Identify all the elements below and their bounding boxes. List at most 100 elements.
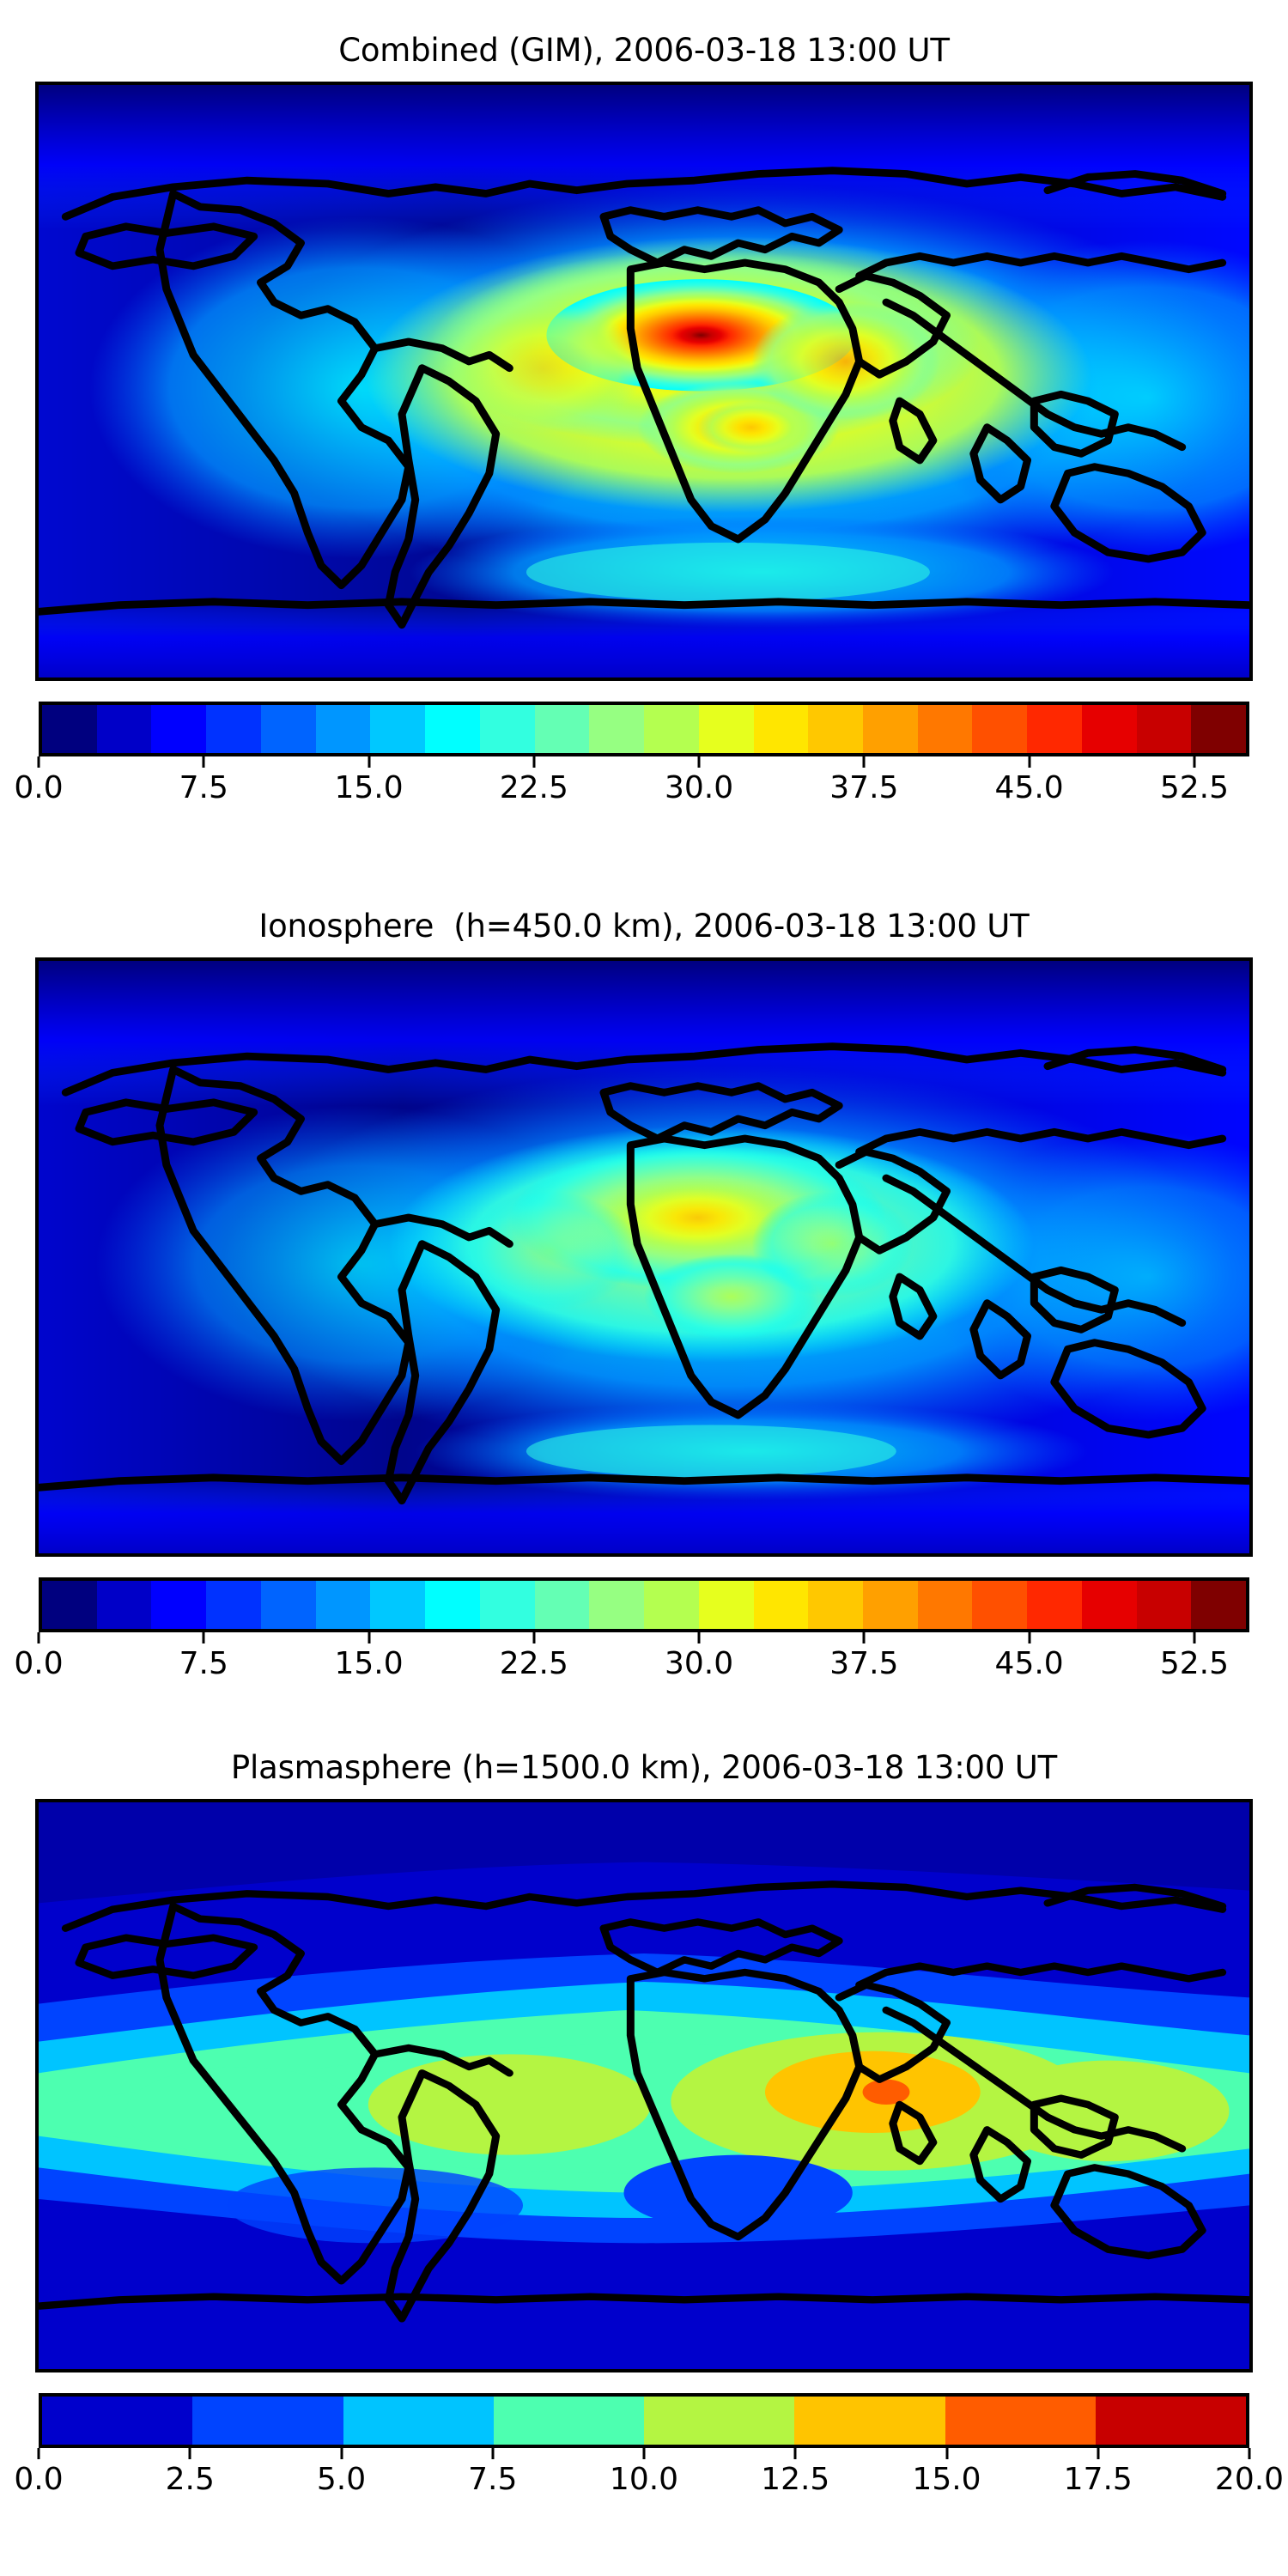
colorbar-segment	[260, 705, 316, 753]
coastlines-ionosphere	[39, 1042, 1249, 1505]
colorbar-segment	[534, 705, 590, 753]
colorbar-segment	[1136, 705, 1192, 753]
colorbar-segment	[42, 1581, 97, 1629]
colorbar-segment	[425, 705, 480, 753]
colorbar-segment	[1191, 1581, 1247, 1629]
colorbar-tick	[862, 1632, 866, 1643]
colorbar-segment	[808, 1581, 864, 1629]
colorbar-ticks-ionosphere	[37, 1632, 1249, 1644]
colorbar-segment	[315, 705, 371, 753]
colorbar-strip-plasmasphere[interactable]	[39, 2393, 1249, 2448]
colorbar-tick-label: 2.5	[165, 2462, 215, 2497]
colorbar-segment	[794, 2397, 945, 2445]
colorbar-tick-label: 7.5	[468, 2462, 518, 2497]
colorbar-tick	[1028, 1632, 1031, 1643]
colorbar-segment	[42, 2397, 193, 2445]
colorbar-tick	[1097, 2448, 1100, 2459]
colorbar-tick-label: 52.5	[1159, 1646, 1229, 1681]
colorbar-tick-label: 0.0	[14, 2462, 64, 2497]
colorbar-segment	[1191, 705, 1247, 753]
colorbar-ionosphere: 0.0 7.5 15.0 22.5 30.0 37.5 45.0 52.5	[14, 1577, 1249, 1686]
colorbar-segment	[972, 705, 1028, 753]
colorbar-segment	[192, 2397, 343, 2445]
colorbar-segment	[972, 1581, 1028, 1629]
colorbar-strip-combined[interactable]	[39, 702, 1249, 756]
colorbar-segment	[863, 705, 918, 753]
colorbar-segment	[589, 1581, 645, 1629]
panel-combined-gim: Combined (GIM), 2006-03-18 13:00 UT	[0, 34, 1288, 810]
colorbar-segment	[479, 1581, 535, 1629]
colorbar-segment	[151, 705, 207, 753]
colorbar-segment	[493, 2397, 644, 2445]
colorbar-tick-label: 15.0	[334, 770, 404, 805]
colorbar-tick	[862, 756, 866, 768]
colorbar-segment	[42, 705, 97, 753]
colorbar-tick-label: 30.0	[665, 770, 734, 805]
colorbar-tick-label: 17.5	[1063, 2462, 1133, 2497]
map-ionosphere	[35, 957, 1253, 1557]
colorbar-tick	[1193, 756, 1196, 768]
colorbar-segment	[425, 1581, 480, 1629]
colorbar-combined-gim: 0.0 7.5 15.0 22.5 30.0 37.5 45.0 52.5	[14, 702, 1249, 810]
colorbar-segment	[206, 705, 261, 753]
colorbar-segment	[644, 705, 699, 753]
colorbar-tick-label: 7.5	[179, 770, 228, 805]
panel-ionosphere: Ionosphere (h=450.0 km), 2006-03-18 13:0…	[0, 910, 1288, 1686]
colorbar-tick-label: 45.0	[994, 1646, 1064, 1681]
colorbar-tick-label: 52.5	[1159, 770, 1229, 805]
colorbar-segment	[753, 705, 809, 753]
colorbar-tick	[793, 2448, 797, 2459]
colorbar-ticklabels-combined: 0.0 7.5 15.0 22.5 30.0 37.5 45.0 52.5	[14, 769, 1249, 810]
colorbar-tick-label: 37.5	[829, 1646, 899, 1681]
colorbar-segment	[1027, 1581, 1082, 1629]
colorbar-segment	[698, 1581, 754, 1629]
colorbar-tick	[340, 2448, 343, 2459]
colorbar-segment	[479, 705, 535, 753]
colorbar-segment	[1027, 705, 1082, 753]
colorbar-segment	[863, 1581, 918, 1629]
colorbar-tick	[642, 2448, 646, 2459]
colorbar-tick	[368, 1632, 371, 1643]
colorbar-segment	[206, 1581, 261, 1629]
colorbar-tick	[37, 1632, 40, 1643]
colorbar-tick-label: 7.5	[179, 1646, 228, 1681]
colorbar-strip-ionosphere[interactable]	[39, 1577, 1249, 1632]
colorbar-segment	[343, 2397, 494, 2445]
colorbar-segment	[917, 1581, 973, 1629]
colorbar-plasmasphere: 0.0 2.5 5.0 7.5 10.0 12.5 15.0 17.5 20.0	[14, 2393, 1284, 2501]
colorbar-segment	[644, 1581, 699, 1629]
colorbar-tick-label: 0.0	[14, 1646, 64, 1681]
map-svg-combined-gim	[39, 85, 1249, 677]
colorbar-tick-label: 0.0	[14, 770, 64, 805]
map-plasmasphere	[35, 1799, 1253, 2372]
colorbar-segment	[1095, 2397, 1246, 2445]
colorbar-segment	[945, 2397, 1096, 2445]
colorbar-tick	[1193, 1632, 1196, 1643]
colorbar-segment	[589, 705, 645, 753]
colorbar-segment	[753, 1581, 809, 1629]
colorbar-tick	[1028, 756, 1031, 768]
colorbar-tick	[697, 756, 701, 768]
colorbar-segment	[917, 705, 973, 753]
coastlines-combined	[39, 167, 1249, 629]
colorbar-tick-label: 12.5	[761, 2462, 830, 2497]
colorbar-tick-label: 45.0	[994, 770, 1064, 805]
colorbar-segment	[644, 2397, 795, 2445]
panel-title-plasmasphere: Plasmasphere (h=1500.0 km), 2006-03-18 1…	[230, 1749, 1058, 1786]
colorbar-tick	[1248, 2448, 1251, 2459]
colorbar-tick	[532, 1632, 536, 1643]
colorbar-segment	[370, 1581, 426, 1629]
map-svg-ionosphere	[39, 961, 1249, 1553]
colorbar-tick	[37, 756, 40, 768]
colorbar-tick-label: 22.5	[499, 1646, 568, 1681]
colorbar-tick	[202, 1632, 205, 1643]
colorbar-tick	[532, 756, 536, 768]
map-svg-plasmasphere	[39, 1802, 1249, 2369]
panel-title-combined-gim: Combined (GIM), 2006-03-18 13:00 UT	[338, 32, 950, 69]
colorbar-segment	[1081, 1581, 1137, 1629]
colorbar-segment	[151, 1581, 207, 1629]
colorbar-ticks-combined	[37, 756, 1249, 769]
colorbar-segment	[534, 1581, 590, 1629]
colorbar-tick-label: 15.0	[912, 2462, 981, 2497]
